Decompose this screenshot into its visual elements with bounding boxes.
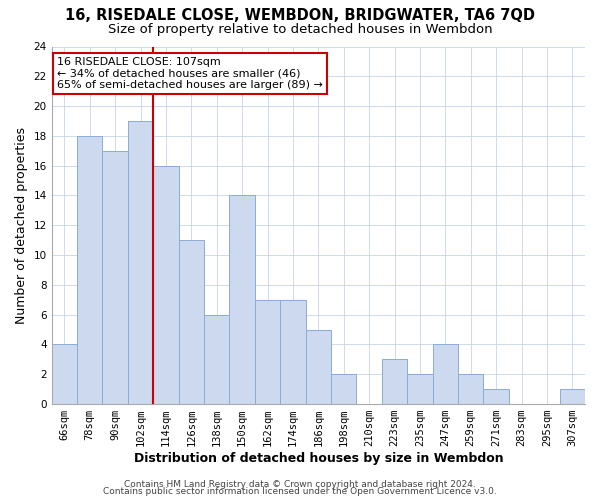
Bar (407, 374, 433, 404)
Bar (52, 344, 77, 404)
Text: 16 RISEDALE CLOSE: 107sqm
← 34% of detached houses are smaller (46)
65% of semi-: 16 RISEDALE CLOSE: 107sqm ← 34% of detac… (57, 57, 323, 90)
Bar (458, 374, 484, 404)
Bar (103, 151, 128, 404)
Bar (433, 344, 458, 404)
Bar (331, 374, 356, 404)
Bar (77, 136, 103, 404)
Bar (229, 196, 255, 404)
Text: 16, RISEDALE CLOSE, WEMBDON, BRIDGWATER, TA6 7QD: 16, RISEDALE CLOSE, WEMBDON, BRIDGWATER,… (65, 8, 535, 22)
Bar (128, 121, 153, 404)
Bar (179, 240, 204, 404)
Text: Contains public sector information licensed under the Open Government Licence v3: Contains public sector information licen… (103, 488, 497, 496)
Bar (382, 360, 407, 404)
Bar (255, 300, 280, 404)
X-axis label: Distribution of detached houses by size in Wembdon: Distribution of detached houses by size … (134, 452, 503, 465)
Bar (484, 389, 509, 404)
Bar (204, 314, 229, 404)
Text: Contains HM Land Registry data © Crown copyright and database right 2024.: Contains HM Land Registry data © Crown c… (124, 480, 476, 489)
Bar (560, 389, 585, 404)
Text: Size of property relative to detached houses in Wembdon: Size of property relative to detached ho… (107, 22, 493, 36)
Bar (153, 166, 179, 404)
Bar (280, 300, 305, 404)
Y-axis label: Number of detached properties: Number of detached properties (15, 127, 28, 324)
Bar (305, 330, 331, 404)
